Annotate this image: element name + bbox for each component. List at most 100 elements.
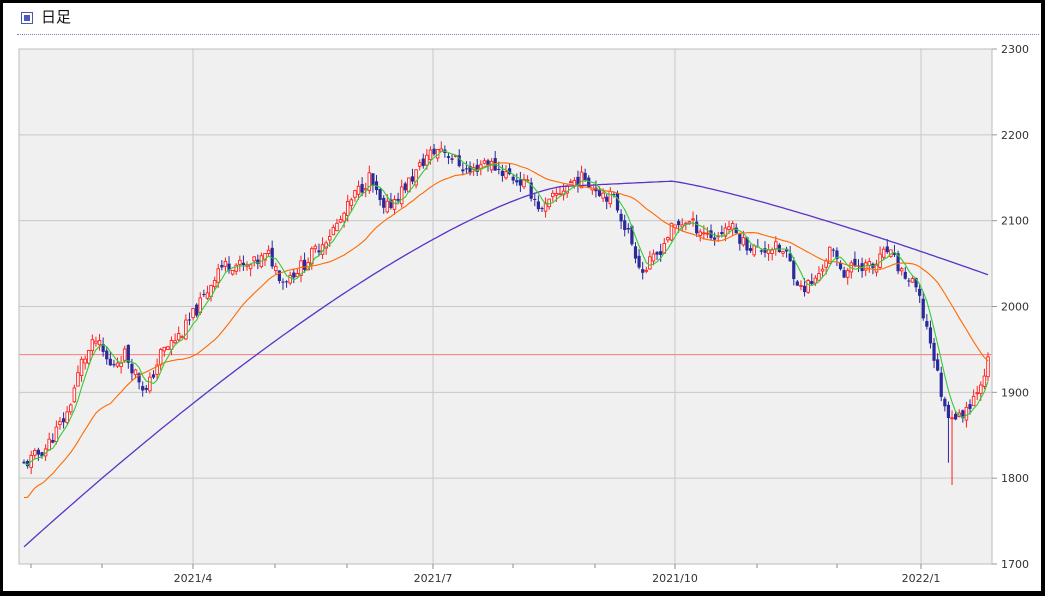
candle: [968, 399, 972, 415]
candle-body: [961, 410, 965, 419]
candle-body: [220, 265, 224, 268]
candle-body: [741, 237, 746, 246]
candle-body: [504, 171, 508, 179]
y-tick-label: 2100: [1001, 215, 1029, 228]
candle-body: [576, 176, 580, 187]
candle-body: [914, 278, 918, 288]
candle-body: [439, 148, 444, 152]
candle-body: [76, 372, 80, 387]
candle: [691, 211, 695, 227]
candle: [637, 249, 641, 270]
candle: [148, 372, 152, 394]
candle-body: [234, 264, 238, 272]
candle-body: [939, 372, 943, 397]
candle: [745, 236, 749, 256]
candle: [511, 174, 515, 185]
candle-body: [568, 181, 573, 184]
candle-body: [723, 227, 728, 237]
candle: [151, 370, 156, 379]
candle: [730, 220, 735, 236]
candle-body: [428, 149, 433, 160]
candle: [371, 173, 375, 193]
candle: [932, 337, 936, 369]
candle-body: [151, 374, 156, 378]
candle-body: [738, 234, 742, 244]
candle: [899, 266, 904, 276]
candle: [845, 267, 850, 285]
candle: [619, 209, 623, 230]
candle: [33, 448, 37, 459]
candle-body: [713, 237, 717, 240]
candle-body: [302, 259, 307, 270]
candle-body: [648, 256, 652, 270]
candle-body: [633, 246, 638, 259]
candle: [777, 243, 781, 253]
candle: [651, 249, 656, 266]
candle-body: [313, 245, 318, 250]
candle-body: [975, 392, 979, 395]
candle: [475, 159, 479, 177]
candle-body: [529, 182, 533, 199]
candle-body: [763, 248, 767, 253]
candle-body: [979, 384, 983, 394]
candle: [641, 261, 645, 280]
candle-body: [817, 273, 821, 281]
candle: [69, 403, 73, 415]
candle-body: [964, 406, 969, 421]
candle-body: [730, 223, 735, 230]
candle: [842, 266, 846, 279]
y-tick-label: 2300: [1001, 43, 1029, 56]
candle-body: [371, 173, 375, 186]
candle-body: [511, 176, 515, 181]
candle-body: [212, 280, 217, 288]
candle-body: [36, 449, 40, 455]
candle: [313, 243, 318, 253]
candle: [644, 266, 649, 274]
candle-body: [824, 260, 828, 268]
candle-body: [619, 213, 623, 222]
candle-body: [921, 298, 925, 319]
candle-body: [946, 404, 951, 419]
candle: [126, 344, 130, 369]
candle-body: [342, 212, 346, 222]
moving-average-short: [23, 150, 989, 466]
candle-body: [33, 450, 37, 456]
candle: [835, 247, 839, 267]
candle: [292, 268, 296, 284]
candle: [396, 192, 400, 205]
candle-body: [317, 250, 321, 253]
candle-body: [547, 198, 551, 208]
candle: [982, 368, 987, 390]
candle: [274, 262, 278, 275]
candle-body: [90, 339, 95, 352]
candle-body: [522, 178, 526, 188]
candle: [874, 259, 879, 277]
candle-body: [698, 231, 702, 236]
candle-body: [399, 186, 404, 205]
candle: [612, 191, 616, 198]
x-axis: 2021/4 2021/7 2021/10 2022/1: [30, 564, 940, 585]
candle-body: [536, 201, 540, 210]
candle: [403, 181, 407, 194]
candle: [410, 168, 415, 185]
candle: [353, 189, 357, 202]
candle-body: [414, 169, 418, 186]
candle: [950, 410, 954, 486]
panel-title: 日足: [41, 8, 72, 26]
candle-body: [792, 260, 796, 280]
candle: [781, 250, 785, 258]
candle-body: [72, 387, 77, 403]
candle-body: [910, 278, 915, 283]
candle-body: [256, 259, 260, 265]
candle-body: [461, 169, 465, 172]
candle-body: [425, 154, 429, 166]
candle: [533, 194, 537, 207]
candle: [881, 246, 886, 261]
candle: [939, 366, 943, 402]
candle-body: [885, 246, 889, 253]
candle: [417, 159, 422, 171]
candle: [36, 447, 40, 461]
candle-body: [148, 376, 152, 392]
candle: [399, 179, 404, 208]
candle: [97, 333, 102, 351]
